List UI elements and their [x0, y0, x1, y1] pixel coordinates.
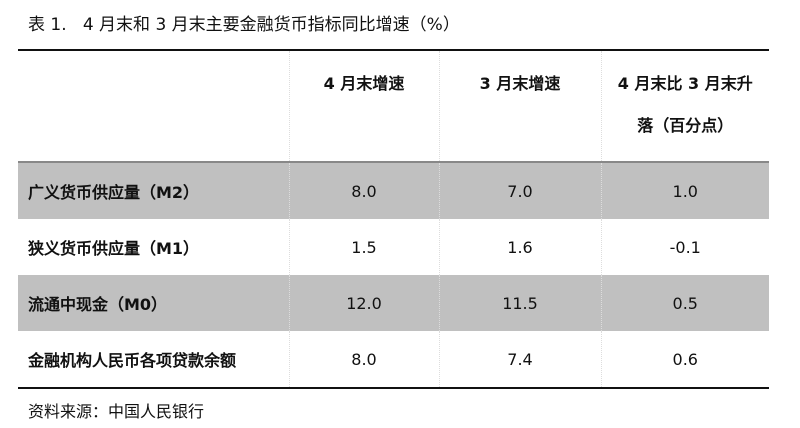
header-change: 4 月末比 3 月末升 落（百分点） — [600, 50, 769, 162]
table-title: 表 1. 4 月末和 3 月末主要金融货币指标同比增速（%） — [28, 15, 460, 35]
header-empty — [18, 50, 289, 162]
cell-apr: 1.5 — [288, 219, 439, 275]
cell-change: 1.0 — [600, 162, 769, 219]
cell-apr: 12.0 — [288, 275, 439, 331]
cell-apr: 8.0 — [288, 331, 439, 388]
cell-mar: 1.6 — [438, 219, 601, 275]
cell-mar: 11.5 — [438, 275, 601, 331]
cell-change: 0.6 — [600, 331, 769, 388]
cell-change: -0.1 — [600, 219, 769, 275]
row-label: 广义货币供应量（M2） — [18, 162, 289, 219]
header-mar: 3 月末增速 — [438, 50, 601, 162]
cell-mar: 7.4 — [438, 331, 601, 388]
row-label: 金融机构人民币各项贷款余额 — [28, 351, 237, 370]
header-apr: 4 月末增速 — [288, 50, 439, 162]
row-label: 狭义货币供应量（M1） — [28, 239, 200, 258]
table-row: 金融机构人民币各项贷款余额 8.0 7.4 0.6 — [18, 331, 769, 388]
table-row: 狭义货币供应量（M1） 1.5 1.6 -0.1 — [18, 219, 769, 275]
row-label: 流通中现金（M0） — [18, 275, 289, 331]
table-row: 广义货币供应量（M2） 8.0 7.0 1.0 — [18, 162, 769, 219]
cell-mar: 7.0 — [438, 162, 601, 219]
cell-apr: 8.0 — [288, 162, 439, 219]
source-note: 资料来源：中国人民银行 — [28, 402, 205, 421]
money-indicators-table: 4 月末增速 3 月末增速 4 月末比 3 月末升 落（百分点） 广义货币供应量（… — [18, 49, 769, 389]
header-row: 4 月末增速 3 月末增速 4 月末比 3 月末升 落（百分点） — [18, 50, 769, 162]
cell-change: 0.5 — [600, 275, 769, 331]
table-row: 流通中现金（M0） 12.0 11.5 0.5 — [18, 275, 769, 331]
